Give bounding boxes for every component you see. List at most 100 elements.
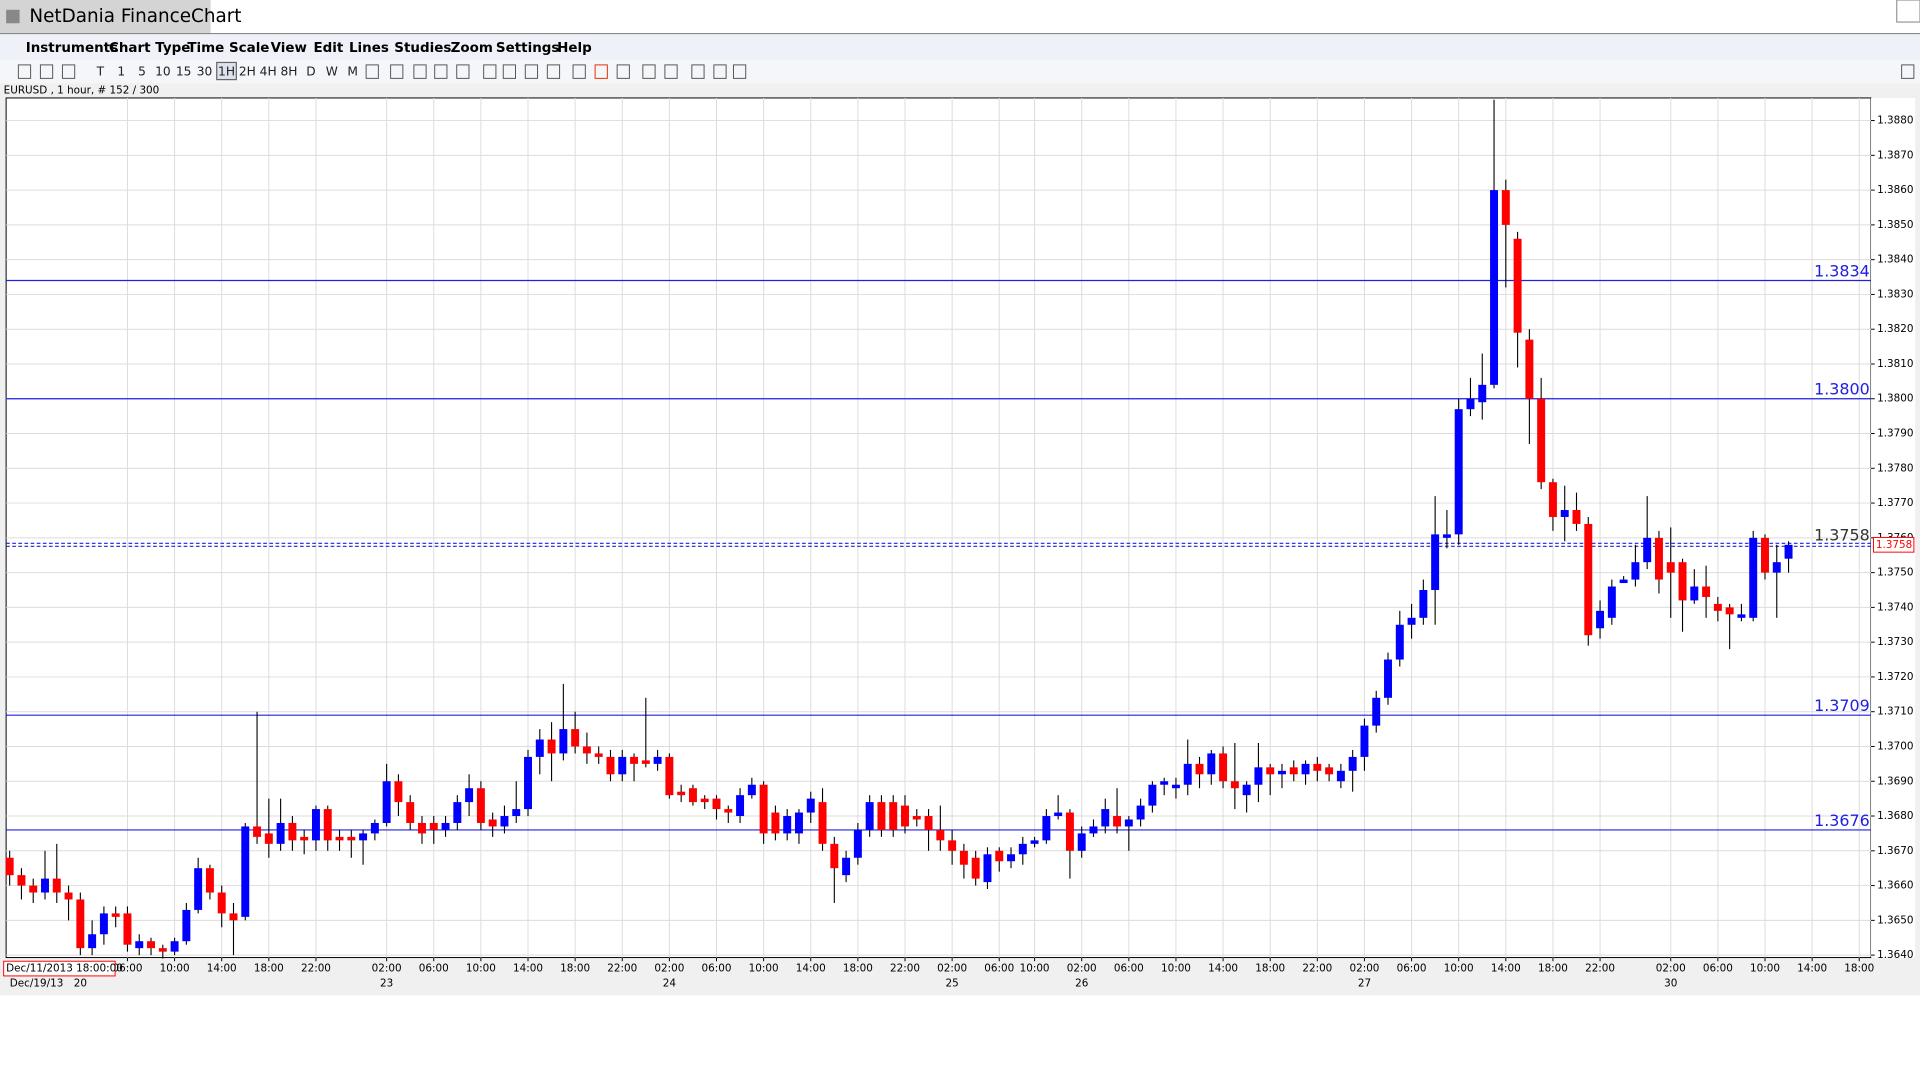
y-tick-label: 1.3820 [1877, 323, 1913, 335]
candle-body [1478, 384, 1487, 403]
x-tick-label: 14:00 [513, 963, 543, 975]
candle-body [1148, 784, 1157, 806]
candle-body [1254, 767, 1263, 785]
candle-body [29, 885, 38, 893]
x-tick-label: 18:00 [1844, 963, 1874, 975]
x-tick-label: 02:00 [372, 963, 402, 975]
toolbar-icon[interactable] [546, 64, 561, 79]
menu-item[interactable]: Studies [394, 41, 451, 56]
candle-body [794, 812, 803, 834]
candle-body [865, 802, 874, 830]
menu-item[interactable]: Help [557, 41, 592, 56]
candle-body [771, 812, 780, 834]
toolbar-icon[interactable] [572, 64, 586, 79]
menu-item[interactable]: Instruments [26, 41, 118, 56]
toolbar-icon[interactable] [502, 64, 516, 79]
toolbar-icon[interactable] [434, 64, 448, 79]
menu-item[interactable]: Zoom [451, 41, 493, 56]
toolbar-button[interactable]: 2H [239, 65, 256, 79]
toolbar-icon[interactable] [483, 64, 497, 79]
toolbar-button[interactable]: 5 [138, 65, 146, 79]
y-tick-label: 1.3730 [1877, 636, 1913, 648]
menu-item[interactable]: Chart Type [109, 41, 190, 56]
candle-body [465, 788, 474, 803]
window-button[interactable] [1896, 0, 1920, 23]
toolbar-button[interactable]: 10 [155, 65, 171, 79]
day-label: 27 [1358, 977, 1371, 989]
candle-body [1607, 586, 1616, 618]
candle-body [1395, 624, 1404, 660]
toolbar-button[interactable]: 8H [280, 65, 297, 79]
candle-body [1419, 589, 1428, 618]
toolbar-button[interactable]: W [326, 65, 338, 79]
menu-item[interactable]: Lines [349, 41, 389, 56]
toolbar-button[interactable]: T [96, 65, 105, 79]
candle-body [500, 816, 509, 827]
toolbar-icon[interactable] [713, 64, 727, 79]
y-tick-label: 1.3660 [1877, 880, 1913, 892]
toolbar-icon[interactable] [594, 64, 608, 79]
x-tick-label: 06:00 [1397, 963, 1427, 975]
toolbar-button[interactable]: M [347, 65, 358, 79]
toolbar-button[interactable]: 30 [197, 65, 213, 79]
toolbar-icon[interactable] [1901, 64, 1915, 79]
y-tick-label: 1.3860 [1877, 184, 1913, 196]
candle-body [335, 836, 344, 841]
last-price-label: 1.3758 [1814, 526, 1870, 545]
menu-item[interactable]: Time Scale [187, 41, 269, 56]
candle-body [1713, 603, 1722, 611]
title-tab [0, 0, 211, 34]
y-tick-label: 1.3790 [1877, 428, 1913, 440]
candle-body [1136, 805, 1145, 820]
candle-body [1384, 659, 1392, 698]
x-tick-label: 18:00 [560, 963, 590, 975]
toolbar-icon[interactable] [642, 64, 656, 79]
toolbar-icon[interactable] [524, 64, 539, 79]
candle-body [123, 913, 132, 945]
y-tick-label: 1.3880 [1877, 115, 1913, 127]
toolbar-icon[interactable] [17, 64, 32, 79]
toolbar-button[interactable]: D [306, 65, 315, 79]
x-tick-label: 02:00 [937, 963, 967, 975]
candle-body [88, 934, 97, 949]
toolbar-icon[interactable] [456, 64, 470, 79]
candle-body [830, 843, 839, 869]
menu-item[interactable]: Settings [496, 41, 560, 56]
toolbar-icon[interactable] [413, 64, 427, 79]
toolbar-button[interactable]: 4H [260, 65, 277, 79]
candle-body [547, 739, 556, 754]
candle-body [653, 756, 662, 764]
toolbar-button[interactable]: 15 [176, 65, 192, 79]
last-price-box [1872, 536, 1915, 553]
x-tick-label: 22:00 [301, 963, 331, 975]
toolbar-icon[interactable] [664, 64, 678, 79]
toolbar-icon[interactable] [365, 64, 379, 79]
toolbar-icon[interactable] [390, 64, 404, 79]
candle-body [842, 857, 851, 876]
toolbar-button[interactable]: 1 [117, 65, 125, 79]
candle-body [17, 875, 26, 886]
x-tick-label: 18:00 [843, 963, 873, 975]
toolbar-icon[interactable] [39, 64, 54, 79]
candle-body [217, 892, 226, 914]
candle-body [1431, 534, 1440, 590]
candle-body [1313, 763, 1322, 771]
candle-body [1490, 190, 1499, 385]
toolbar-icon[interactable] [61, 64, 76, 79]
toolbar-selected [216, 61, 237, 81]
candle-body [1325, 767, 1334, 775]
menu-item[interactable]: Edit [313, 41, 343, 56]
y-tick-label: 1.3640 [1877, 949, 1913, 961]
toolbar-icon[interactable] [691, 64, 705, 79]
candle-body [1289, 767, 1298, 775]
candle-body [889, 802, 898, 830]
toolbar-button[interactable]: 1H [218, 65, 235, 79]
toolbar-icon[interactable] [732, 64, 747, 79]
candle-body [253, 826, 262, 837]
toolbar-icon[interactable] [616, 64, 630, 79]
x-tick-label: 22:00 [607, 963, 637, 975]
candle-body [924, 816, 933, 830]
menu-item[interactable]: View [271, 41, 307, 56]
